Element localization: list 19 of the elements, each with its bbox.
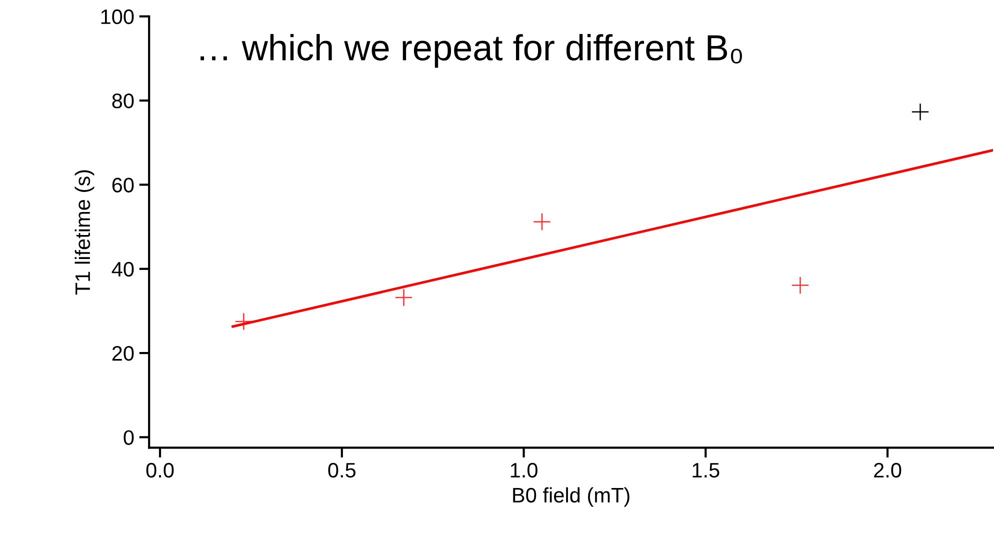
y-tick-label: 40 xyxy=(112,262,134,277)
x-tick-label: 2.0 xyxy=(874,462,902,478)
y-tick-label: 60 xyxy=(112,178,134,192)
annotation: … which we repeat for different B₀ xyxy=(200,34,742,68)
x-tick-label: 1.5 xyxy=(692,463,720,478)
point xyxy=(911,102,930,121)
x-tick-label: 0.5 xyxy=(328,462,356,478)
y-tick-label: 80 xyxy=(112,94,134,108)
point xyxy=(532,212,551,231)
y-axis-title: T1 lifetime (s) xyxy=(74,170,94,295)
x-tick-label: 1.0 xyxy=(510,462,538,478)
x-tick-label: 0.0 xyxy=(146,462,174,478)
x-axis-title: B0 field (mT) xyxy=(513,487,630,507)
y-tick-label: 100 xyxy=(101,9,134,24)
point xyxy=(791,276,810,294)
y-tick-label: 20 xyxy=(112,346,134,361)
point xyxy=(234,312,253,330)
y-tick-label: 0 xyxy=(124,430,134,445)
point xyxy=(394,288,413,306)
